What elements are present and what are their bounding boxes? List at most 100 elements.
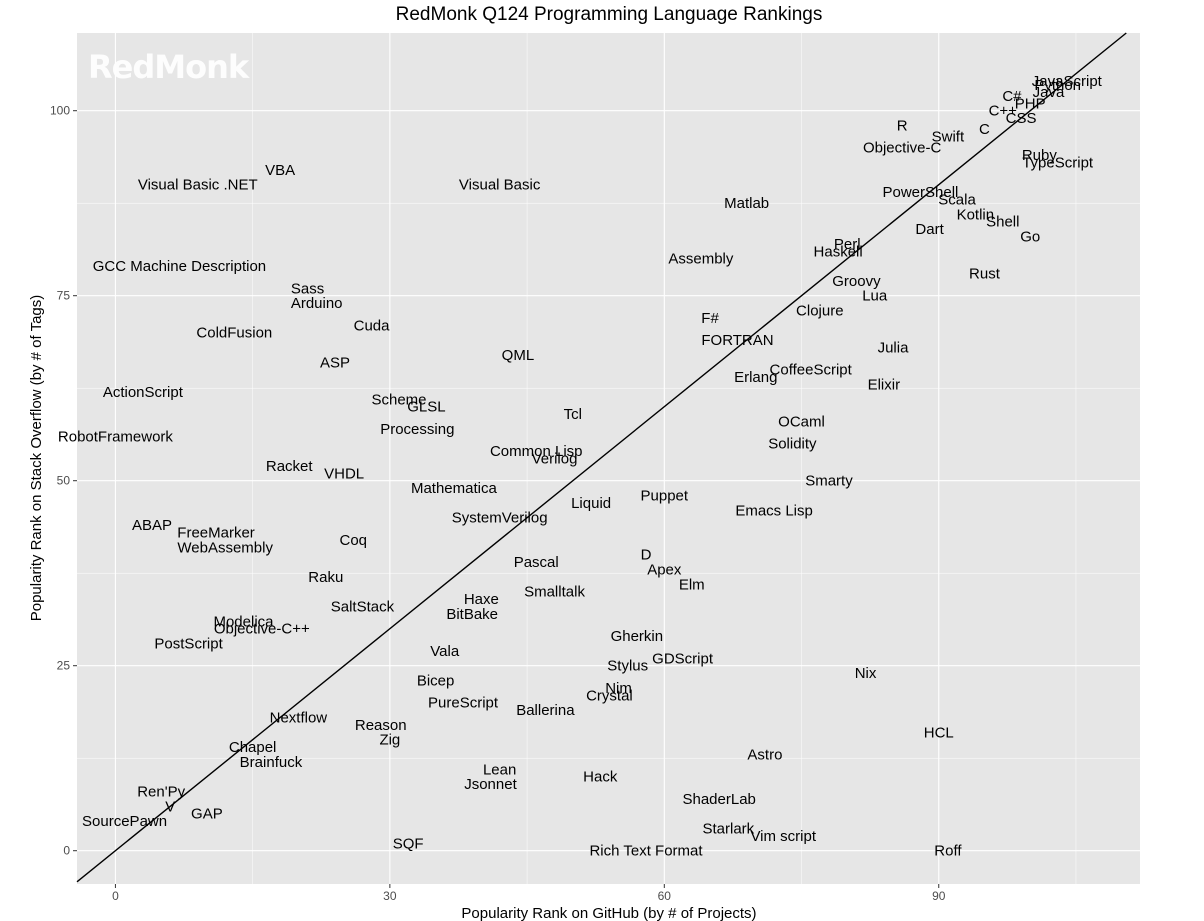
language-label: Objective-C++ [214,621,310,638]
y-tick-label: 50 [57,474,71,488]
language-label: SaltStack [331,599,395,616]
language-label: ShaderLab [682,791,755,808]
language-label: Rich Text Format [589,843,703,860]
language-label: Haskell [814,243,863,260]
language-label: Apex [647,562,682,579]
language-label: Dart [915,221,944,238]
language-label: Haxe [464,591,499,608]
language-label: Clojure [796,303,844,320]
language-label: Brainfuck [240,754,303,771]
language-label: Liquid [571,495,611,512]
language-label: Vim script [750,828,816,845]
language-label: QML [502,347,535,364]
language-label: Crystal [586,687,633,704]
x-axis-label: Popularity Rank on GitHub (by # of Proje… [461,905,756,921]
x-tick-label: 0 [112,889,119,903]
language-label: Zig [379,732,400,749]
language-label: Sass [291,280,324,297]
language-label: Gherkin [611,628,664,645]
x-tick-label: 60 [658,889,672,903]
language-label: VHDL [324,465,364,482]
language-label: Bicep [417,673,455,690]
language-label: ActionScript [103,384,184,401]
language-label: D [641,547,652,564]
language-label: Elm [679,576,705,593]
language-label: Nix [855,665,877,682]
language-label: Reason [355,717,407,734]
language-label: Nim [605,680,632,697]
language-label: Perl [834,236,861,253]
language-label: TypeScript [1022,155,1094,172]
language-label: VBA [265,162,295,179]
language-label: GDScript [652,650,714,667]
language-label: Astro [747,747,782,764]
language-label: SQF [393,835,424,852]
language-label: Hack [583,769,618,786]
y-tick-label: 25 [57,659,71,673]
language-label: Lean [483,761,516,778]
language-label: RobotFramework [58,428,174,445]
language-label: GCC Machine Description [93,258,266,275]
chart-title: RedMonk Q124 Programming Language Rankin… [396,4,823,25]
language-label: Python [1034,77,1081,94]
plot-panel [77,33,1140,884]
y-tick-label: 100 [50,104,70,118]
language-labels: JavaScriptPythonJavaPHPC#C++CSSCRSwiftOb… [58,73,1103,860]
language-label: JavaScript [1032,73,1103,90]
language-label: ColdFusion [196,325,272,342]
language-label: Java [1033,84,1065,101]
redmonk-watermark-logo: RedMonk [88,48,250,86]
language-label: Visual Basic .NET [138,177,258,194]
language-label: OCaml [778,414,825,431]
grid-minor [77,33,1140,884]
language-label: Groovy [832,273,881,290]
language-label: Julia [878,340,910,357]
language-label: Go [1020,229,1040,246]
language-label: Pascal [514,554,559,571]
reference-line [76,32,1127,883]
language-label: Elixir [868,377,901,394]
language-label: R [897,118,908,135]
language-label: Mathematica [411,480,498,497]
language-label: Processing [380,421,454,438]
language-label: FORTRAN [701,332,773,349]
language-label: Modelica [213,613,274,630]
language-label: Verilog [532,451,578,468]
language-label: C++ [989,103,1018,120]
language-label: Ren'Py [137,784,185,801]
language-label: PureScript [428,695,499,712]
language-label: Ballerina [516,702,575,719]
x-tick-label: 90 [932,889,946,903]
language-label: Raku [308,569,343,586]
language-label: Starlark [702,821,754,838]
language-label: Emacs Lisp [735,502,813,519]
language-label: BitBake [446,606,498,623]
language-label: PostScript [154,636,223,653]
language-label: CoffeeScript [770,362,853,379]
language-label: Kotlin [957,206,995,223]
language-label: CSS [1006,110,1037,127]
language-label: Scala [938,192,976,209]
language-label: Tcl [564,406,582,423]
language-label: Objective-C [863,140,942,157]
y-tick-label: 0 [63,844,70,858]
language-label: Swift [932,129,965,146]
language-label: Solidity [768,436,817,453]
language-label: Smalltalk [524,584,585,601]
language-label: PHP [1015,95,1046,112]
language-label: Scheme [371,391,426,408]
language-label: Roff [934,843,962,860]
language-label: Common Lisp [490,443,583,460]
language-label: SystemVerilog [452,510,548,527]
language-label: Assembly [668,251,734,268]
language-label: Cuda [354,317,391,334]
y-tick-label: 75 [57,289,71,303]
language-label: Nextflow [270,710,328,727]
language-label: GAP [191,806,223,823]
language-label: ABAP [132,517,172,534]
language-label: Erlang [734,369,777,386]
language-label: SourcePawn [82,813,167,830]
language-label: HCL [924,724,954,741]
language-label: F# [701,310,719,327]
language-label: Jsonnet [464,776,517,793]
